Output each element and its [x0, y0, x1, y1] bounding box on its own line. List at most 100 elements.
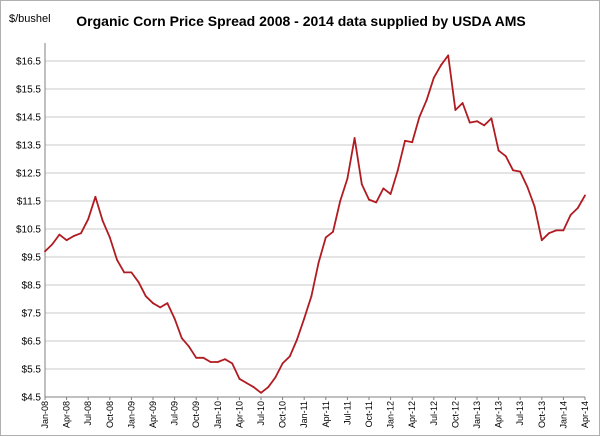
data-point [375, 201, 378, 204]
data-point [80, 232, 82, 235]
data-point [94, 195, 97, 198]
data-point [195, 356, 198, 359]
axes [44, 43, 586, 400]
data-point [440, 64, 442, 67]
data-point [519, 170, 522, 173]
grid-lines [45, 60, 585, 398]
data-point [382, 187, 385, 190]
data-point [454, 109, 457, 111]
data-point [512, 169, 514, 172]
x-tick-label: Oct-13 [537, 401, 547, 428]
data-point [130, 271, 133, 274]
data-point [116, 258, 118, 261]
x-tick-label: Jul-11 [342, 401, 352, 425]
y-tick-labels: $4.5 $5.5 $6.5 $7.5 $8.5 $9.5 $10.5 $11.5 $12.5 $… [16, 57, 41, 404]
data-point [188, 345, 190, 348]
data-point [332, 230, 334, 233]
y-tick-label: $14.5 [16, 113, 41, 124]
series-layer [44, 54, 586, 394]
data-point [468, 121, 471, 124]
data-point [288, 355, 291, 358]
data-point [260, 391, 262, 394]
data-point [310, 295, 313, 298]
price-series-line [44, 54, 586, 394]
data-point [159, 306, 162, 309]
x-tick-label: Oct-10 [278, 401, 288, 428]
x-tick-label: Jan-13 [472, 401, 482, 429]
data-point [461, 102, 464, 104]
y-tick-label: $5.5 [22, 365, 42, 376]
data-point [324, 236, 327, 239]
data-point [281, 362, 284, 365]
x-tick-label: Apr-12 [407, 401, 417, 428]
y-tick-label: $12.5 [16, 169, 41, 180]
y-tick-label: $10.5 [16, 225, 41, 236]
chart-title: Organic Corn Price Spread 2008 - 2014 da… [76, 13, 526, 29]
data-point [303, 317, 306, 320]
data-point [584, 194, 586, 197]
data-point [173, 317, 176, 320]
x-tick-label: Jan-11 [299, 401, 309, 428]
x-tick-labels: Jan-08 Apr-08 Jul-08 Oct-08 Jan-09 Apr-09 Jul-… [40, 401, 590, 429]
x-tick-label: Jan-10 [213, 401, 223, 429]
data-point [576, 207, 579, 209]
x-tick-label: Apr-14 [580, 401, 590, 428]
data-point [238, 377, 241, 380]
data-point [58, 233, 61, 236]
x-tick-label: Apr-09 [148, 401, 158, 428]
data-point [296, 338, 298, 341]
x-tick-label: Jul-09 [170, 401, 180, 426]
y-tick-label: $15.5 [16, 85, 41, 96]
data-point [490, 117, 493, 120]
x-tick-label: Apr-08 [62, 401, 72, 428]
data-point [202, 356, 205, 359]
x-tick-label: Oct-09 [191, 401, 201, 428]
data-point [389, 193, 392, 195]
data-point [396, 169, 399, 172]
data-point [180, 337, 183, 340]
data-point [360, 183, 363, 186]
data-point [483, 124, 486, 127]
data-point [51, 243, 54, 246]
data-point [346, 177, 349, 180]
x-tick-label: Jan-12 [386, 401, 396, 429]
data-point [353, 137, 356, 139]
data-point [533, 205, 536, 208]
data-point [72, 235, 75, 237]
data-point [418, 116, 421, 118]
y-tick-label: $13.5 [16, 141, 41, 152]
data-point [497, 149, 500, 152]
data-point [274, 376, 277, 379]
data-point [425, 99, 428, 102]
data-point [137, 281, 140, 284]
data-point [432, 76, 435, 79]
data-point [504, 155, 507, 158]
x-tick-label: Oct-12 [450, 401, 460, 428]
data-point [540, 239, 543, 242]
y-tick-label: $9.5 [22, 253, 42, 264]
data-point [555, 229, 558, 232]
data-point [368, 198, 370, 201]
y-tick-label: $6.5 [22, 337, 42, 348]
x-tick-label: Jan-09 [126, 401, 136, 429]
data-point [548, 232, 550, 235]
data-point [411, 141, 414, 144]
data-point [65, 239, 68, 242]
data-point [166, 302, 169, 305]
data-point [123, 271, 126, 274]
data-point [447, 54, 450, 57]
y-tick-label: $11.5 [17, 197, 42, 208]
data-point [44, 250, 46, 253]
data-point [526, 186, 529, 188]
data-point [569, 214, 572, 216]
data-point [152, 302, 154, 305]
data-point [404, 139, 406, 142]
data-point [339, 200, 342, 202]
x-tick-label: Apr-10 [234, 401, 244, 428]
data-point [317, 261, 320, 264]
data-point [245, 382, 248, 384]
y-tick-label: $7.5 [22, 309, 42, 320]
y-tick-label: $8.5 [22, 281, 42, 292]
